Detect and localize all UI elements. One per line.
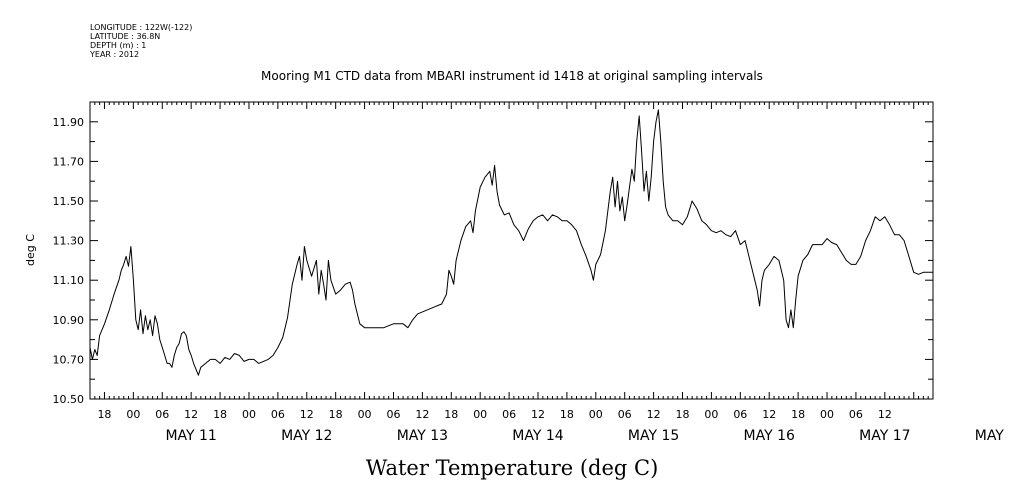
x-hour-label: 18 bbox=[444, 408, 458, 421]
y-tick-label: 11.30 bbox=[53, 235, 85, 248]
x-hour-label: 00 bbox=[473, 408, 487, 421]
x-hour-label: 00 bbox=[589, 408, 603, 421]
x-day-label: MAY 13 bbox=[397, 428, 448, 444]
y-tick-label: 11.10 bbox=[53, 274, 85, 287]
y-tick-label: 10.70 bbox=[53, 353, 85, 366]
x-hour-label: 00 bbox=[126, 408, 140, 421]
x-hour-label: 06 bbox=[618, 408, 632, 421]
x-hour-label: 00 bbox=[242, 408, 256, 421]
x-hour-label: 06 bbox=[502, 408, 516, 421]
x-day-label: MAY 16 bbox=[744, 428, 795, 444]
x-day-label: MAY 11 bbox=[165, 428, 216, 444]
x-day-label: MAY 17 bbox=[859, 428, 910, 444]
y-tick-label: 11.70 bbox=[53, 155, 85, 168]
x-hour-label: 00 bbox=[820, 408, 834, 421]
plot-frame bbox=[89, 101, 934, 400]
x-hour-label: 06 bbox=[733, 408, 747, 421]
x-hour-label: 18 bbox=[329, 408, 343, 421]
series-layer bbox=[89, 109, 933, 376]
y-tick-label: 10.50 bbox=[53, 393, 85, 406]
x-hour-label: 12 bbox=[647, 408, 661, 421]
header-depth: DEPTH (m) : 1 bbox=[90, 41, 146, 50]
x-hour-label: 12 bbox=[762, 408, 776, 421]
x-day-label: MAY 18 bbox=[975, 428, 1009, 444]
x-hour-label: 00 bbox=[358, 408, 372, 421]
header-longitude: LONGITUDE : 122W(-122) bbox=[90, 23, 192, 32]
x-hour-label: 18 bbox=[791, 408, 805, 421]
x-hour-label: 18 bbox=[560, 408, 574, 421]
x-hour-label: 12 bbox=[415, 408, 429, 421]
x-hour-label: 18 bbox=[213, 408, 227, 421]
x-day-label: MAY 12 bbox=[281, 428, 332, 444]
y-tick-label: 10.90 bbox=[53, 314, 85, 327]
header-year: YEAR : 2012 bbox=[89, 50, 139, 59]
series-line-water-temperature bbox=[89, 109, 933, 376]
x-hour-label: 06 bbox=[271, 408, 285, 421]
x-hour-label: 18 bbox=[97, 408, 111, 421]
y-axis: 10.50 10.70 10.90 11.10 11.30 11.50 11.70 11.90 bbox=[53, 101, 933, 406]
x-hour-label: 00 bbox=[704, 408, 718, 421]
y-axis-label: deg C bbox=[24, 234, 37, 266]
x-hour-label: 06 bbox=[849, 408, 863, 421]
x-hour-label: 06 bbox=[386, 408, 400, 421]
y-tick-label: 11.50 bbox=[53, 195, 85, 208]
chart-title: Mooring M1 CTD data from MBARI instrumen… bbox=[261, 69, 763, 83]
x-hour-label: 12 bbox=[184, 408, 198, 421]
header-latitude: LATITUDE : 36.8N bbox=[90, 32, 160, 41]
x-axis-title: Water Temperature (deg C) bbox=[366, 456, 659, 480]
x-hour-label: 12 bbox=[531, 408, 545, 421]
x-hour-label: 18 bbox=[676, 408, 690, 421]
x-hour-label: 12 bbox=[300, 408, 314, 421]
x-hour-label: 12 bbox=[878, 408, 892, 421]
x-axis: 18 00 06 12 18 00 06 12 18 00 06 12 18 00 06 12 18 00 06 12… bbox=[89, 102, 1009, 444]
y-tick-label: 11.90 bbox=[53, 116, 85, 129]
x-day-label: MAY 15 bbox=[628, 428, 679, 444]
x-hour-label: 06 bbox=[155, 408, 169, 421]
x-day-label: MAY 14 bbox=[512, 428, 563, 444]
